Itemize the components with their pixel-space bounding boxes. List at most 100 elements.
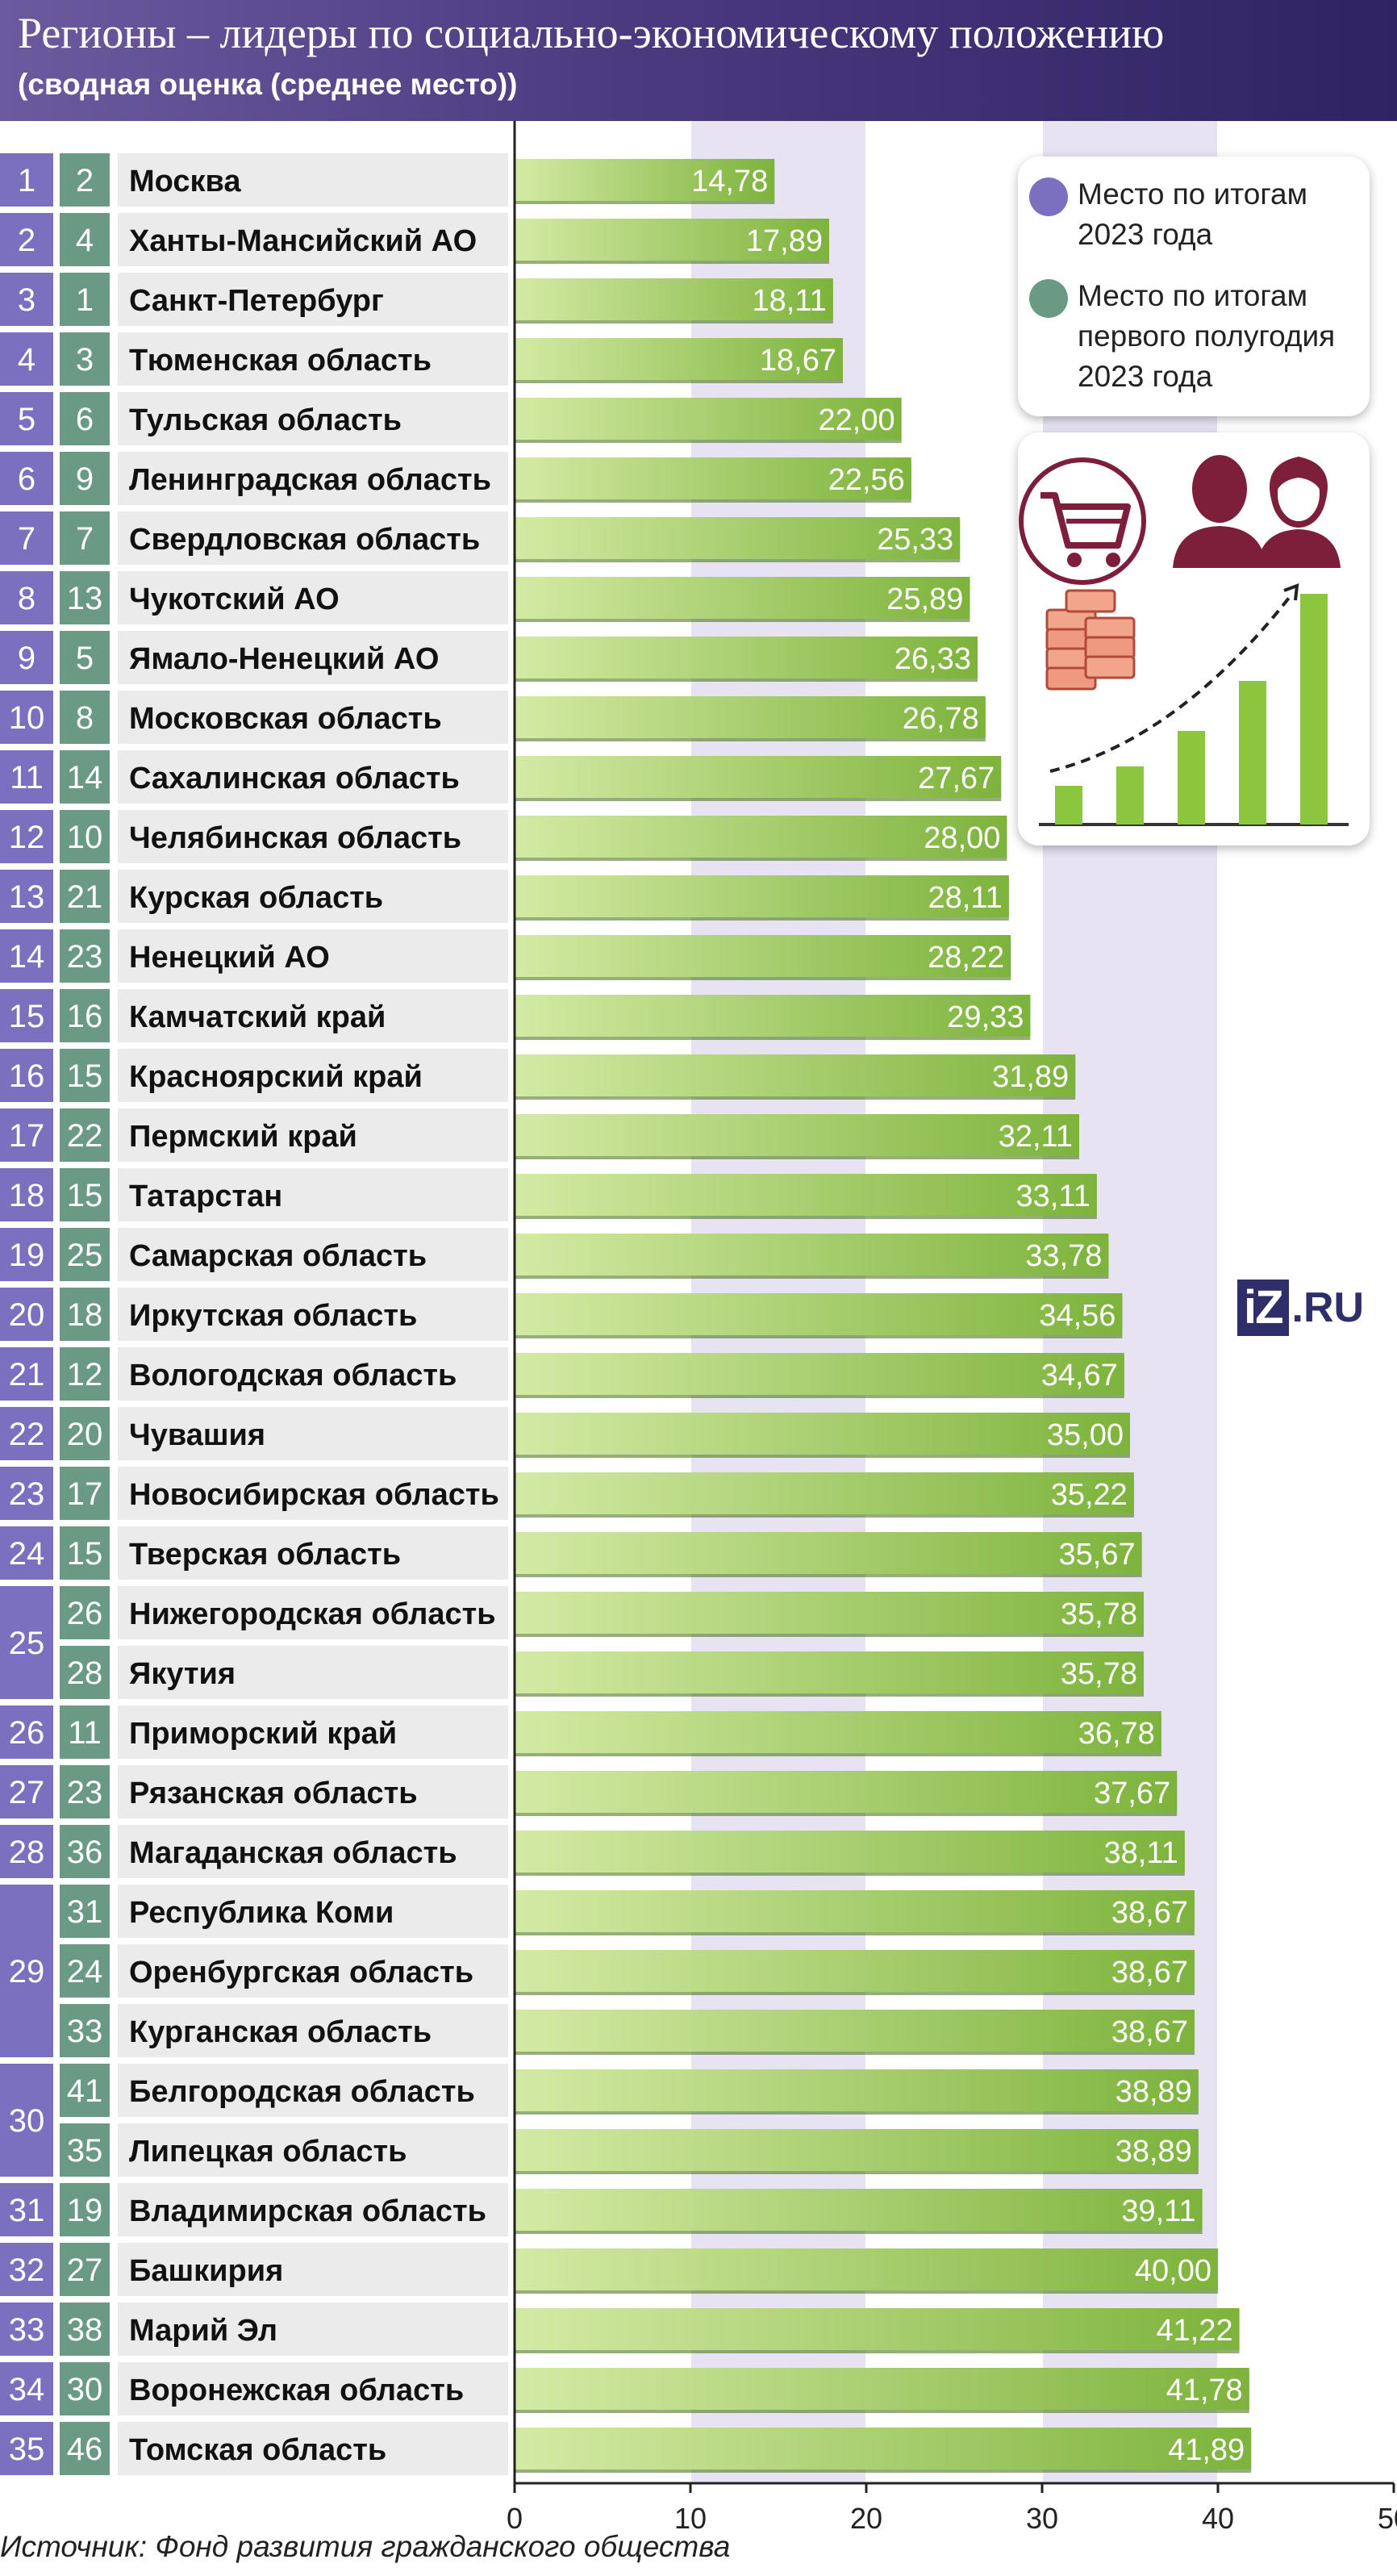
- rank-h1-label: 3: [76, 342, 94, 378]
- chart-subtitle: (сводная оценка (среднее место)): [18, 68, 518, 101]
- rank-h1-label: 38: [67, 2312, 103, 2348]
- region-cell: [118, 750, 508, 804]
- rank-h1-label: 4: [76, 223, 94, 258]
- bar: [515, 1234, 1109, 1275]
- rank-2023-label: 31: [9, 2193, 45, 2228]
- rank-h1-label: 30: [67, 2372, 103, 2407]
- region-cell: [118, 2422, 508, 2475]
- bar: [515, 2368, 1249, 2410]
- legend-dot-h1: [1029, 279, 1068, 318]
- people-icon: [1173, 455, 1341, 568]
- rank-h1-cell: [60, 631, 110, 684]
- rank-h1-label: 24: [67, 1954, 103, 1989]
- bar: [515, 875, 1009, 917]
- region-label: Татарстан: [129, 1179, 282, 1213]
- bar: [515, 2129, 1199, 2171]
- region-cell: [118, 1944, 508, 1998]
- rank-2023-label: 3: [18, 282, 35, 318]
- bar: [515, 517, 961, 559]
- rank-h1-cell: [60, 1825, 110, 1878]
- region-cell: [118, 273, 508, 326]
- bar: [515, 278, 833, 320]
- bar: [515, 2248, 1218, 2290]
- rank-h1-label: 12: [67, 1357, 103, 1392]
- region-label: Ханты-Мансийский АО: [129, 224, 477, 258]
- rank-h1-cell: [60, 1108, 110, 1162]
- region-label: Самарская область: [129, 1239, 427, 1273]
- bar-value-label: 14,78: [691, 165, 768, 198]
- x-tick-label: 50: [1378, 2502, 1397, 2535]
- rank-h1-cell: [60, 213, 110, 266]
- region-label: Иркутская область: [129, 1299, 417, 1333]
- region-cell: [118, 1228, 508, 1281]
- region-cell: [118, 1885, 508, 1938]
- bar: [515, 2428, 1252, 2470]
- rank-h1-label: 10: [67, 820, 103, 855]
- rank-h1-label: 11: [68, 1715, 102, 1751]
- rank-h1-label: 14: [67, 760, 103, 795]
- rank-h1-cell: [60, 1288, 110, 1341]
- bar-value-label: 18,67: [760, 344, 836, 378]
- rank-2023-label: 15: [9, 999, 45, 1034]
- rank-2023-label: 16: [9, 1058, 45, 1094]
- rank-h1-cell: [60, 2303, 110, 2356]
- region-cell: [118, 2243, 508, 2296]
- bar: [515, 1413, 1130, 1455]
- bar-value-label: 28,00: [924, 821, 1000, 855]
- x-tick-label: 20: [850, 2502, 882, 2535]
- rank-h1-cell: [60, 2064, 110, 2117]
- bar-value-label: 22,00: [819, 403, 895, 437]
- rank-h1-label: 1: [76, 282, 94, 318]
- region-label: Челябинская область: [129, 821, 461, 855]
- legend-label-2023: Место по итогам 2023 года: [1078, 177, 1308, 251]
- bar-value-label: 28,11: [928, 881, 1003, 915]
- rank-h1-label: 23: [67, 1775, 103, 1810]
- rank-2023-cell: [0, 750, 53, 804]
- rank-2023-cell: [0, 1288, 53, 1341]
- region-label: Вологодская область: [129, 1359, 457, 1392]
- rank-2023-cell: [0, 1706, 53, 1759]
- rank-h1-cell: [60, 2362, 110, 2415]
- rank-2023-cell: [0, 273, 53, 326]
- region-label: Чукотский АО: [129, 582, 340, 616]
- rank-2023-cell: [0, 1168, 53, 1221]
- rank-2023-label: 4: [18, 342, 35, 378]
- region-label: Пермский край: [129, 1120, 357, 1154]
- legend-item-h1: Место по итогам первого полугодия 2023 г…: [1029, 276, 1368, 397]
- bar-value-label: 32,11: [999, 1120, 1073, 1154]
- rank-h1-label: 22: [67, 1118, 103, 1154]
- rank-h1-label: 35: [67, 2133, 103, 2169]
- rank-2023-label: 28: [9, 1835, 45, 1870]
- bar-value-label: 26,33: [894, 642, 971, 676]
- bar: [515, 2069, 1199, 2111]
- illustration-panel: [1018, 432, 1370, 845]
- region-cell: [118, 1526, 508, 1580]
- legend: Место по итогам 2023 года Место по итога…: [1018, 157, 1370, 416]
- money-stack-icon: [1045, 589, 1136, 691]
- bar: [515, 1174, 1097, 1216]
- region-label: Башкирия: [129, 2254, 283, 2288]
- bar: [515, 2308, 1240, 2350]
- rank-2023-label: 34: [9, 2372, 45, 2407]
- rank-h1-cell: [60, 1646, 110, 1699]
- rank-h1-label: 15: [67, 1536, 103, 1572]
- legend-label-h1: Место по итогам первого полугодия 2023 г…: [1078, 279, 1336, 393]
- rank-h1-label: 19: [67, 2193, 103, 2228]
- rank-h1-label: 7: [76, 521, 94, 557]
- region-cell: [118, 571, 508, 624]
- bar: [515, 1114, 1079, 1156]
- region-cell: [118, 511, 508, 565]
- rank-h1-label: 46: [67, 2432, 103, 2467]
- chart-title: Регионы – лидеры по социально-экономичес…: [18, 9, 1165, 57]
- rank-2023-cell: [0, 870, 53, 923]
- x-tick-label: 40: [1202, 2502, 1234, 2535]
- bar-value-label: 36,78: [1078, 1717, 1155, 1751]
- region-cell: [118, 989, 508, 1042]
- legend-item-2023: Место по итогам 2023 года: [1029, 174, 1320, 255]
- rank-h1-label: 8: [76, 700, 94, 736]
- rank-2023-label: 10: [9, 700, 45, 736]
- bar: [515, 457, 911, 499]
- region-cell: [118, 1586, 508, 1639]
- rank-h1-label: 18: [67, 1297, 103, 1333]
- region-label: Москва: [129, 165, 241, 198]
